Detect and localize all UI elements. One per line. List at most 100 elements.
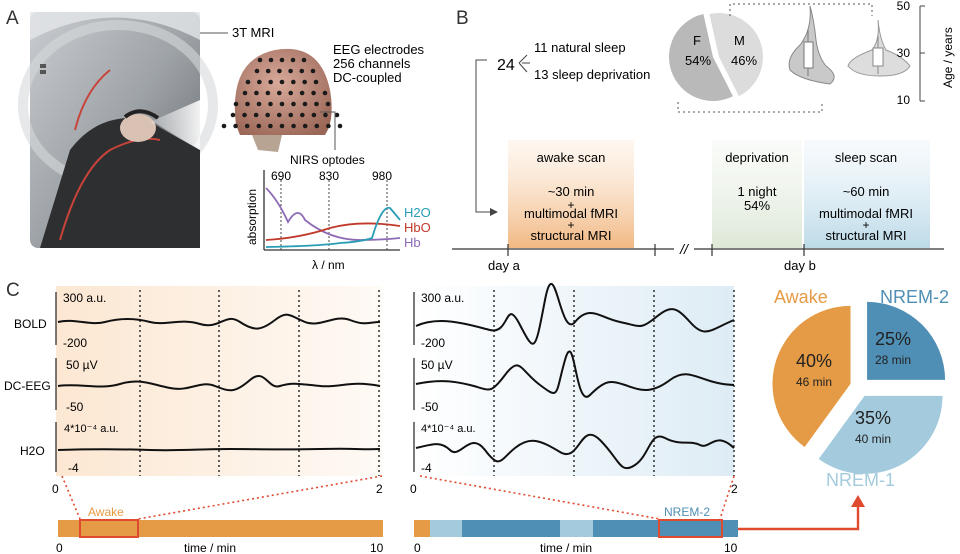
- eeg-electrode-dot: [254, 68, 260, 74]
- trace-x-start-right: 0: [410, 482, 417, 496]
- nirs-wavelength-980: 980: [372, 169, 392, 183]
- awake-scan-block: [508, 140, 634, 248]
- age-tick-10: 10: [897, 93, 911, 107]
- row-label-h2o: H2O: [20, 444, 45, 458]
- sleep-scan-block: [804, 140, 930, 248]
- h2o-scale-bottom-right: -4: [421, 461, 432, 475]
- timeline-left-start: 0: [56, 541, 63, 554]
- pie-slice-female: [669, 14, 733, 101]
- nirs-ylabel: absorption: [245, 189, 259, 245]
- eeg-electrode-dot: [268, 123, 273, 129]
- eeg-electrode-dot: [326, 123, 331, 129]
- nirs-leader-line: [320, 111, 336, 150]
- age-axis-label: Age / years: [941, 27, 955, 88]
- eeg-electrode-dot: [288, 68, 293, 74]
- eeg-electrode-dot: [323, 112, 328, 118]
- pie-legend-nrem2: NREM-2: [880, 287, 949, 307]
- eeg-electrode-dot: [279, 79, 285, 85]
- legend-hbo: HbO: [404, 220, 431, 235]
- pie-nrem2-minutes: 28 min: [875, 353, 911, 367]
- trace-x-start-left: 0: [52, 482, 59, 496]
- h2o-trace-awake: [57, 447, 381, 452]
- eeg-electrode-dot: [314, 101, 319, 107]
- age-tick-50: 50: [897, 0, 911, 13]
- row-label-bold: BOLD: [14, 317, 47, 331]
- eeg-electrode-dot: [288, 90, 294, 96]
- eeg-scale-bottom-right: -50: [421, 400, 439, 414]
- eeg-electrode-dot: [221, 123, 227, 129]
- sleep-stage-pie: [772, 301, 946, 474]
- bold-scale-bottom-left: -200: [63, 336, 87, 350]
- awake-scan-title: awake scan: [537, 150, 606, 165]
- mri-label: 3T MRI: [232, 25, 274, 40]
- eeg-electrode-dot: [291, 79, 296, 85]
- awake-scan-structural: structural MRI: [531, 228, 612, 243]
- eeg-electrode-dot: [313, 79, 319, 85]
- selection-box-awake: [79, 519, 139, 538]
- eeg-electrode-dot: [268, 57, 274, 63]
- eeg-electrode-dot: [257, 79, 262, 85]
- sex-pie: [669, 13, 763, 101]
- h2o-trace-sleep: [415, 433, 735, 470]
- age-violin-left: [788, 5, 835, 85]
- eeg-channels: 256 channels: [333, 56, 411, 71]
- eeg-electrode-dot: [302, 123, 308, 129]
- bold-scale-bottom-right: -200: [421, 336, 445, 350]
- eeg-electrode-dot: [276, 90, 282, 96]
- legend-hb: Hb: [404, 235, 421, 250]
- eeg-electrode-dot: [242, 112, 247, 118]
- eeg-electrode-dot: [334, 112, 340, 118]
- eeg-electrode-dot: [299, 68, 305, 74]
- sleep-scan-fmri: multimodal fMRI: [819, 206, 913, 221]
- trace-x-end-right: 2: [731, 482, 738, 496]
- nirs-absorption-plot: [263, 170, 401, 251]
- timeline-right-end: 10: [724, 541, 738, 554]
- eeg-electrode-dot: [291, 101, 296, 107]
- eeg-electrode-dot: [322, 90, 328, 96]
- flow-arrow-line: [475, 59, 490, 213]
- eeg-electrode-dot: [279, 123, 285, 129]
- h2o-scale-top-left: 4*10⁻⁴ a.u.: [64, 423, 119, 435]
- trace-x-end-left: 2: [376, 482, 383, 496]
- pie-f-label: F: [693, 33, 701, 48]
- panel-a-letter: A: [6, 8, 19, 29]
- eeg-electrode-dot: [244, 123, 250, 129]
- flow-arrowhead: [490, 208, 498, 216]
- bold-scale-top-left: 300 a.u.: [63, 291, 106, 305]
- legend-h2o: H2O: [404, 205, 431, 220]
- bold-trace-awake: [57, 313, 381, 330]
- nirs-wavelength-830: 830: [319, 169, 339, 183]
- selection-label-sleep: NREM-2: [664, 505, 710, 519]
- deprivation-block: [712, 140, 802, 248]
- awake-scan-plus-top: +: [567, 198, 574, 212]
- pie-nrem2-percent: 25%: [875, 329, 911, 349]
- eeg-head: [221, 48, 343, 152]
- pie-legend-nrem1: NREM-1: [826, 470, 895, 490]
- eeg-electrode-dot: [300, 112, 305, 118]
- age-violin-right: [847, 19, 911, 77]
- eeg-electrode-dot: [242, 90, 248, 96]
- row-label-dc-eeg: DC-EEG: [4, 379, 51, 393]
- timeline-right-start: 0: [414, 541, 421, 554]
- nirs-title: NIRS optodes: [290, 153, 365, 167]
- eeg-electrode-dot: [233, 123, 238, 129]
- sleep-scan-plus: +: [862, 218, 869, 232]
- nirs-wavelength-690: 690: [271, 169, 291, 183]
- awake-scan-fmri: multimodal fMRI: [524, 206, 618, 221]
- eeg-electrode-dot: [302, 79, 307, 85]
- timeline-axis: [452, 244, 944, 256]
- eeg-electrode-dot: [337, 123, 343, 129]
- eeg-electrode-dot: [299, 90, 305, 96]
- timeline-left-xlabel: time / min: [184, 541, 236, 554]
- eeg-electrode-dot: [256, 123, 262, 129]
- eeg-electrode-dot: [268, 79, 273, 85]
- eeg-electrode-dot: [265, 68, 271, 74]
- timeline-left-end: 10: [370, 541, 384, 554]
- pie-slice-nrem2: [867, 301, 946, 380]
- timeline-break: //: [679, 241, 690, 257]
- participant-total: 24: [497, 57, 515, 74]
- panel-c-letter: C: [6, 280, 20, 301]
- timeline-right-xlabel: time / min: [540, 541, 592, 554]
- eeg-electrode-dot: [310, 68, 316, 74]
